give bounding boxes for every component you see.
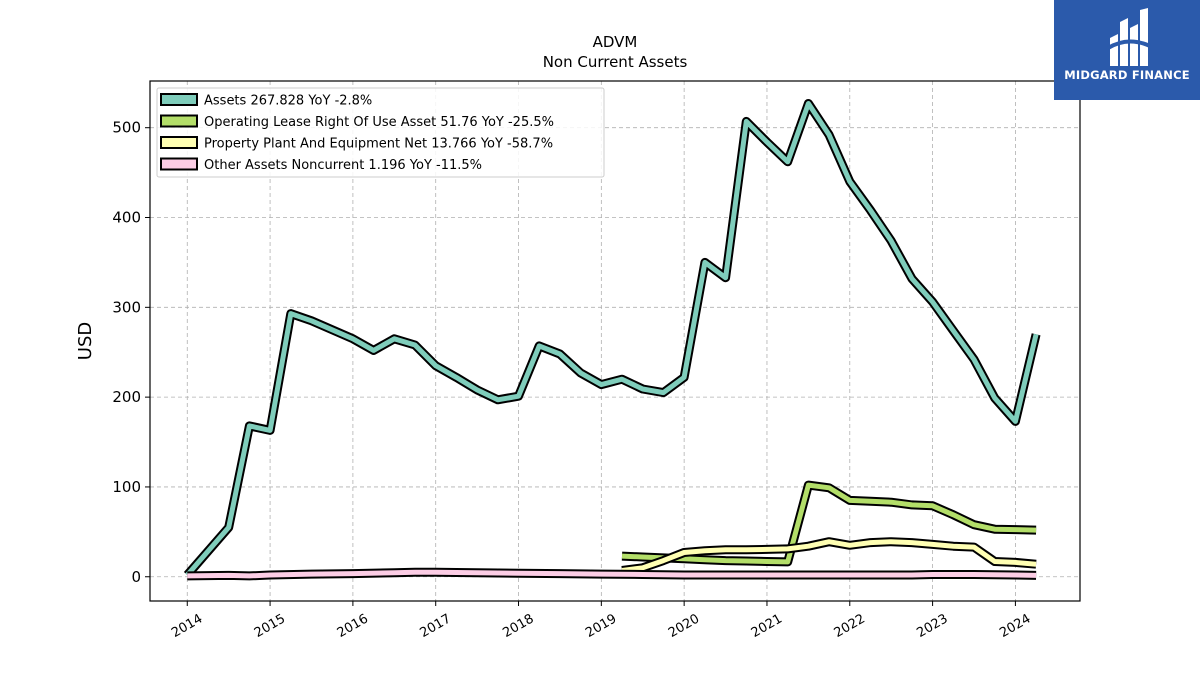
legend-swatch	[160, 93, 198, 106]
logo-mark-icon	[1106, 8, 1151, 66]
legend-entry: Assets 267.828 YoY -2.8%	[204, 94, 372, 109]
x-tick-label: 2021	[749, 611, 785, 641]
x-tick-label: 2014	[169, 611, 205, 641]
x-tick-label: 2022	[832, 611, 868, 641]
chart-subtitle: Non Current Assets	[543, 53, 688, 71]
series-1	[621, 480, 1037, 567]
chart-title: ADVM	[593, 33, 638, 51]
legend-entry: Property Plant And Equipment Net 13.766 …	[204, 137, 553, 152]
series-2	[621, 537, 1037, 575]
y-tick-label: 200	[112, 388, 141, 406]
y-axis-label: USD	[75, 322, 96, 360]
brand-logo: MIDGARD FINANCE	[1054, 0, 1200, 100]
legend-box	[156, 87, 605, 178]
legend-entry: Operating Lease Right Of Use Asset 51.76…	[204, 115, 554, 130]
plot-frame	[149, 80, 1081, 602]
x-tick-label: 2018	[500, 611, 536, 641]
y-tick-label: 100	[112, 478, 141, 496]
y-axis: 0 100 200 300 400 500	[112, 119, 150, 586]
x-tick-label: 2024	[997, 611, 1033, 641]
y-tick-label: 300	[112, 298, 141, 316]
legend-swatch	[160, 114, 198, 128]
legend-entry: Other Assets Noncurrent 1.196 YoY -11.5%	[204, 158, 482, 173]
logo-text: MIDGARD FINANCE	[1064, 68, 1190, 82]
x-tick-label: 2015	[252, 611, 288, 641]
x-tick-label: 2017	[418, 611, 454, 641]
x-axis: 2014 2015 2016 2017 2018 2019 2020 2021 2022 2023…	[169, 601, 1033, 641]
y-tick-label: 500	[112, 119, 141, 137]
legend-swatch	[160, 157, 198, 171]
series-lines	[183, 99, 1041, 581]
series-line	[621, 539, 1037, 573]
y-tick-label: 0	[131, 568, 141, 586]
series-0	[183, 99, 1041, 578]
legend-swatch	[160, 136, 198, 149]
series-line	[187, 569, 1037, 579]
x-tick-label: 2020	[666, 611, 702, 641]
series-line	[621, 482, 1037, 565]
x-tick-label: 2016	[335, 611, 371, 641]
legend: Assets 267.828 YoY -2.8% Operating Lease …	[156, 87, 605, 178]
series-line	[185, 101, 1039, 577]
y-tick-label: 400	[112, 209, 141, 227]
series-3	[187, 567, 1037, 581]
x-tick-label: 2023	[914, 611, 950, 641]
x-tick-label: 2019	[583, 611, 619, 641]
